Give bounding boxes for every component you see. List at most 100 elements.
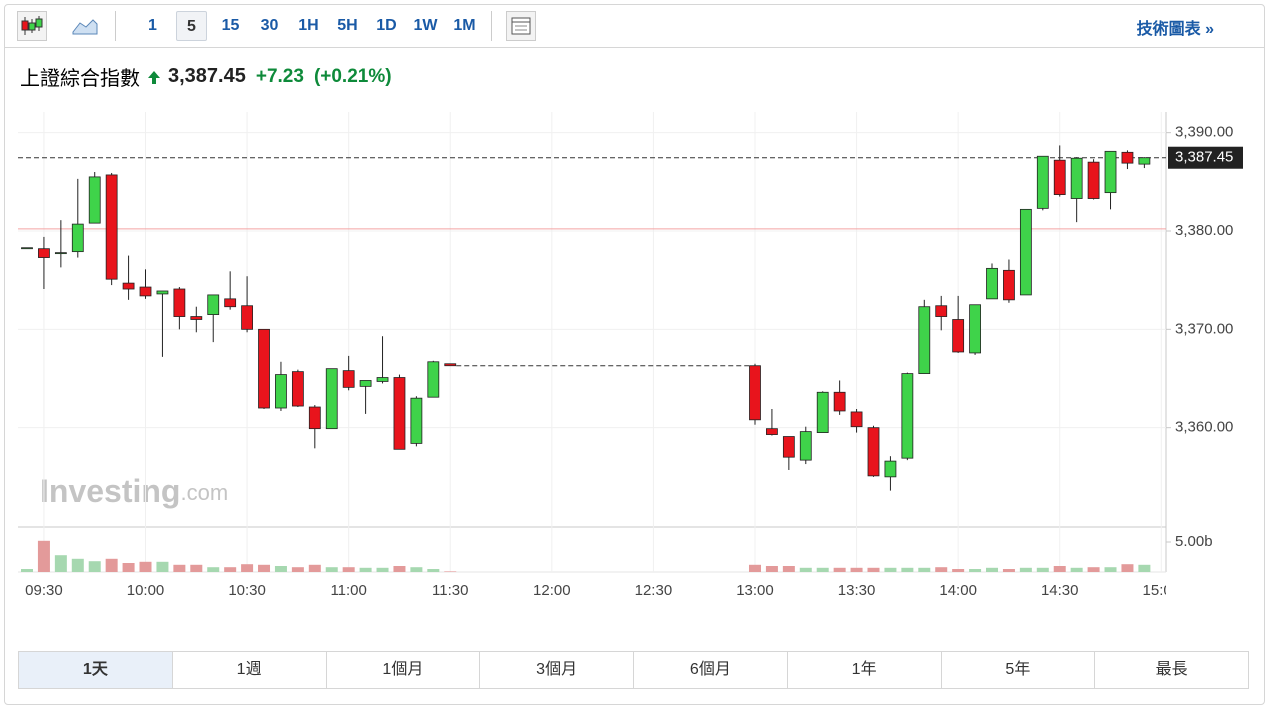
volume-bar — [986, 567, 999, 572]
period-button[interactable]: 1年 — [786, 652, 941, 688]
technical-chart-link[interactable]: 技術圖表 » — [1136, 21, 1214, 38]
candle-body — [258, 328, 270, 409]
candle-body — [1138, 157, 1151, 165]
interval-button[interactable]: 1H — [298, 17, 319, 34]
candle-body — [986, 267, 998, 300]
interval-button[interactable]: 1M — [453, 17, 476, 34]
volume-bar — [139, 561, 152, 572]
y-tick-label: 3,360.00 — [1175, 419, 1233, 436]
candle-body — [71, 223, 84, 253]
volume-bar — [21, 569, 33, 572]
volume-bar — [1053, 566, 1066, 572]
last-price-label: 3,387.45 — [1175, 149, 1233, 166]
candle-body — [867, 427, 880, 477]
candle-body — [1070, 157, 1083, 199]
volume-bar — [37, 540, 50, 572]
volume-bar — [969, 569, 982, 572]
volume-bar — [88, 561, 101, 572]
volume-bar — [224, 567, 237, 572]
volume-bar — [884, 567, 897, 572]
candle-body — [1053, 159, 1066, 196]
candle-body — [241, 305, 253, 330]
candle-body — [376, 377, 389, 382]
volume-bar — [901, 567, 914, 572]
volume-bar — [122, 563, 135, 572]
volume-bar — [799, 567, 812, 572]
table-icon[interactable] — [506, 11, 536, 41]
candle-body — [410, 397, 423, 444]
interval-button[interactable]: 1 — [148, 17, 157, 34]
x-tick-label: 10:30 — [228, 582, 266, 599]
candle-body — [427, 361, 440, 398]
y-tick-label: 5.00b — [1175, 533, 1213, 550]
period-button[interactable]: 1週 — [171, 652, 326, 688]
volume-bar — [325, 567, 338, 572]
volume-bar — [952, 569, 965, 572]
volume-bar — [1070, 567, 1083, 572]
separator — [115, 11, 116, 41]
volume-bar — [782, 566, 795, 572]
period-button[interactable]: 最長 — [1094, 652, 1248, 688]
interval-button[interactable]: 1W — [413, 17, 438, 34]
candle-body — [359, 380, 372, 387]
volume-bar — [1104, 567, 1117, 572]
interval-button[interactable]: 5 — [176, 11, 207, 41]
watermark-suffix: .com — [180, 480, 228, 505]
volume-bar — [54, 555, 67, 572]
candle-icon[interactable] — [17, 11, 47, 41]
volume-bar — [427, 569, 440, 572]
watermark-brand: Investing — [40, 473, 180, 509]
volume-bar — [376, 567, 389, 572]
volume-bar — [291, 567, 304, 572]
interval-button[interactable]: 1D — [376, 17, 397, 34]
candle-body — [342, 370, 355, 388]
watermark: Investing.com — [40, 473, 228, 509]
period-button[interactable]: 6個月 — [633, 652, 787, 688]
volume-bar — [1002, 569, 1015, 572]
y-tick-label: 3,380.00 — [1175, 222, 1233, 239]
candle-body — [850, 411, 863, 428]
volume-bar — [308, 564, 321, 572]
volume-bar — [1019, 567, 1032, 572]
x-tick-label: 13:00 — [736, 582, 774, 599]
x-tick-label: 15:00 — [1143, 582, 1181, 599]
candle-body — [88, 176, 101, 224]
period-button[interactable]: 5年 — [940, 652, 1095, 688]
candle-body — [766, 428, 778, 435]
period-button[interactable]: 3個月 — [479, 652, 633, 688]
candle-body — [1104, 150, 1117, 194]
candle-body — [444, 363, 457, 367]
candle-body — [1019, 208, 1032, 296]
x-tick-label: 09:30 — [25, 582, 63, 599]
volume-bar — [173, 564, 186, 572]
x-tick-label: 13:30 — [838, 582, 876, 599]
area-icon[interactable] — [71, 16, 99, 36]
volume-bar — [105, 558, 118, 572]
candle-body — [38, 248, 50, 258]
volume-bar — [1121, 564, 1134, 572]
y-tick-label: 3,370.00 — [1175, 320, 1233, 337]
candle-body — [799, 431, 812, 461]
candle-body — [207, 294, 220, 315]
change-percent: (+0.21%) — [313, 65, 392, 87]
volume-bar — [274, 566, 287, 572]
candle-body — [190, 316, 203, 320]
candle-body — [816, 391, 829, 433]
volume-bar — [342, 567, 355, 572]
volume-bar — [410, 567, 423, 572]
candle-body — [275, 374, 287, 409]
candle-body — [291, 371, 304, 407]
candle-body — [1121, 151, 1134, 164]
volume-bar — [748, 564, 761, 572]
x-tick-label: 14:30 — [1041, 582, 1079, 599]
interval-button[interactable]: 30 — [260, 17, 279, 34]
widget-frame — [4, 4, 1265, 705]
interval-button[interactable]: 15 — [221, 17, 240, 34]
candle-body — [1087, 161, 1100, 199]
interval-button[interactable]: 5H — [337, 17, 358, 34]
period-button[interactable]: 1個月 — [325, 652, 480, 688]
candle-body — [224, 298, 237, 308]
period-button[interactable]: 1天 — [19, 652, 172, 688]
interval-list: 1 5 15 30 1H 5H 1D 1W 1M — [133, 11, 484, 41]
separator — [491, 11, 492, 41]
